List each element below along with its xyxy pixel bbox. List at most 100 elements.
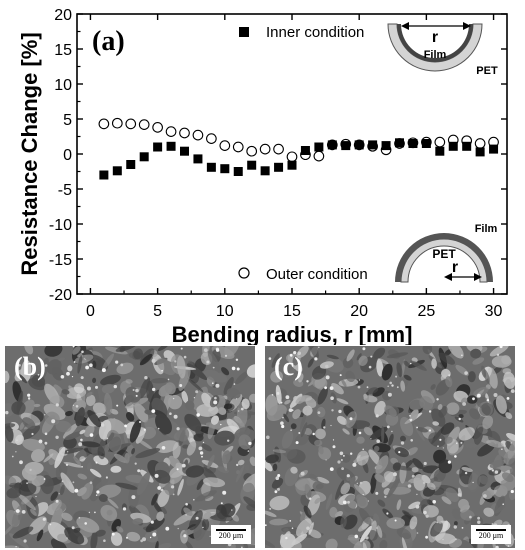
outer-condition-point (152, 122, 163, 133)
inset-outer-arrow-right (474, 273, 482, 281)
x-tick-label: 5 (153, 303, 162, 320)
outer-condition-point (273, 143, 284, 155)
data-markers (98, 117, 499, 180)
sem-micrograph-c: (c) 200 μm (265, 346, 515, 548)
x-tick-label: 10 (216, 303, 234, 320)
inner-condition-point (153, 142, 163, 152)
inner-condition-point (421, 139, 431, 148)
inset-outer-film-label: Film (475, 223, 498, 235)
outer-condition-point (246, 145, 258, 157)
legend-inner-label: Inner condition (266, 24, 364, 41)
y-tick-label: 0 (63, 147, 72, 164)
outer-condition-point (434, 136, 446, 148)
outer-condition-point (192, 129, 204, 141)
outer-condition-point (165, 126, 177, 137)
outer-condition-point (286, 151, 298, 163)
y-tick-labels: -20 -15 -10 -5 0 5 10 15 20 (49, 7, 72, 304)
inset-outer-pet-label: PET (432, 247, 456, 261)
inner-condition-point (489, 144, 499, 154)
x-axis-label: Bending radius, r [mm] (172, 322, 413, 345)
scale-bar-line (476, 529, 506, 531)
y-axis-label: Resistance Change [%] (17, 32, 42, 275)
outer-condition-point (98, 118, 110, 130)
inner-condition-point (341, 141, 351, 151)
legend-outer-label: Outer condition (266, 266, 368, 283)
outer-condition-point (474, 138, 486, 149)
inset-inner-pet-label: PET (476, 65, 498, 77)
inner-condition-point (300, 146, 310, 155)
inner-condition-point (408, 139, 418, 148)
inset-inner-condition-diagram: r Film PET (387, 22, 498, 77)
x-tick-label: 15 (283, 303, 301, 320)
legend-inner-marker (239, 27, 249, 37)
inner-condition-point (193, 154, 203, 164)
inner-condition-point (206, 162, 216, 172)
inner-condition-point (314, 142, 324, 152)
inner-condition-point (381, 141, 391, 151)
outer-condition-point (111, 117, 123, 129)
inner-condition-point (327, 140, 337, 150)
panel-label-a: (a) (92, 26, 125, 57)
inset-outer-pet-arc (400, 238, 488, 283)
outer-condition-point (313, 150, 325, 162)
inner-condition-point (112, 166, 122, 176)
y-tick-label: 5 (63, 112, 72, 129)
x-tick-labels: 0 5 10 15 20 25 30 (86, 303, 503, 320)
inner-condition-point (462, 141, 472, 151)
x-tick-label: 0 (86, 303, 95, 320)
outer-condition-point (125, 118, 137, 130)
inset-inner-film-label: Film (424, 49, 447, 61)
inner-condition-point (126, 160, 136, 169)
scale-bar-text: 200 μm (218, 531, 244, 540)
inner-condition-point (287, 160, 297, 170)
inset-outer-film-arc (395, 233, 493, 282)
outer-condition-point (138, 119, 150, 130)
inner-condition-point (354, 140, 364, 150)
axis-ticks (77, 13, 507, 295)
y-tick-label: 20 (54, 7, 72, 24)
scale-bar-text: 200 μm (478, 531, 504, 540)
outer-condition-point (206, 133, 217, 144)
inset-inner-arrow-left (401, 22, 409, 30)
outer-condition-point (219, 140, 231, 151)
outer-condition-point (232, 141, 244, 153)
y-tick-label: -5 (58, 182, 72, 199)
inset-outer-condition-diagram: PET r Film (395, 223, 498, 283)
scale-bar-c: 200 μm (471, 525, 511, 544)
x-tick-label: 30 (485, 303, 503, 320)
inner-condition-point (435, 146, 445, 156)
inset-inner-r-label: r (432, 29, 438, 46)
inner-condition-point (274, 162, 284, 172)
x-tick-label: 20 (350, 303, 368, 320)
inner-condition-point (180, 146, 189, 156)
x-tick-label: 25 (417, 303, 435, 320)
legend-outer-marker (238, 267, 250, 279)
inset-inner-arrow-right (463, 22, 471, 30)
inset-outer-arrow-left (444, 273, 452, 281)
y-tick-label: 10 (54, 77, 72, 94)
scale-bar-line (216, 529, 246, 531)
sem-micrograph-b: (b) 200 μm (5, 346, 255, 548)
inner-condition-point (139, 152, 149, 162)
inner-condition-point (220, 164, 230, 174)
resistance-change-chart: 0 5 10 15 20 25 30 -20 -15 -10 -5 0 5 10 15 20 (a) Ben… (17, 7, 508, 345)
inner-condition-point (395, 138, 404, 148)
y-tick-label: -15 (49, 252, 72, 269)
inner-condition-point (99, 170, 109, 180)
inset-outer-r-label: r (452, 259, 458, 276)
inner-condition-point (166, 141, 176, 151)
y-tick-label: 15 (54, 42, 72, 59)
inner-condition-point (368, 140, 378, 150)
outer-condition-point (259, 143, 271, 155)
y-tick-label: -20 (49, 287, 72, 304)
scale-bar-b: 200 μm (211, 525, 251, 544)
panel-label-b: (b) (14, 352, 46, 381)
y-tick-label: -10 (49, 217, 72, 234)
inner-condition-point (247, 160, 257, 170)
panel-label-c: (c) (274, 352, 303, 381)
outer-condition-point (179, 127, 190, 139)
inset-inner-film-arc (397, 24, 473, 62)
inner-condition-point (260, 166, 270, 176)
inner-condition-point (448, 141, 458, 151)
inner-condition-point (475, 147, 485, 157)
